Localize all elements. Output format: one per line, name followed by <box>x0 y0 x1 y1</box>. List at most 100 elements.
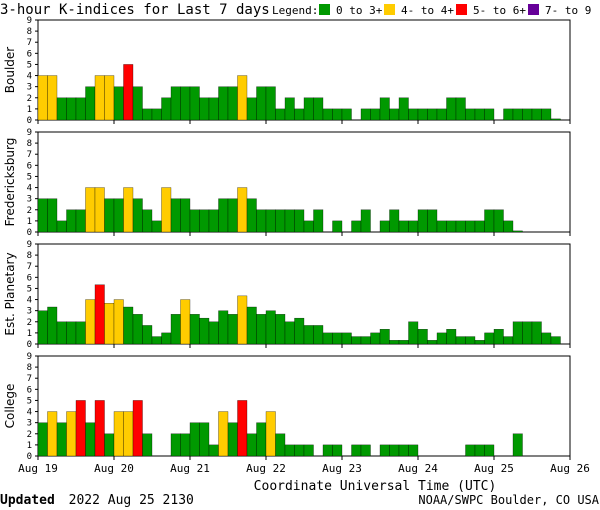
k-bar <box>417 108 428 121</box>
y-tick-label: 9 <box>27 352 32 362</box>
k-bar <box>94 284 105 345</box>
k-bar <box>332 332 343 345</box>
k-bar <box>37 310 48 345</box>
y-tick-label: 3 <box>27 419 32 429</box>
k-bar <box>351 444 362 457</box>
k-bar <box>360 209 371 233</box>
k-bar <box>265 209 276 233</box>
k-bar <box>237 75 248 121</box>
k-bar <box>284 97 295 121</box>
k-bar <box>389 209 400 233</box>
y-tick-label: 8 <box>27 27 32 37</box>
updated-value: 2022 Aug 25 2130 <box>69 493 194 508</box>
legend-item-4: 4- to 4+ <box>401 4 454 17</box>
k-bar <box>218 310 229 345</box>
y-tick-label: 3 <box>27 83 32 93</box>
k-bar <box>284 209 295 233</box>
y-tick-label: 1 <box>27 441 32 451</box>
legend-swatch-0-3 <box>319 4 330 15</box>
k-bar <box>170 433 181 457</box>
y-tick-label: 6 <box>27 273 32 283</box>
k-bar <box>132 198 143 233</box>
k-bar <box>47 198 58 233</box>
k-bar <box>503 220 514 233</box>
x-tick-label: Aug 25 <box>474 462 514 475</box>
k-bar <box>427 209 438 233</box>
k-bar <box>246 306 257 345</box>
k-bar <box>408 108 419 121</box>
k-bar <box>94 75 105 121</box>
legend-label: Legend: <box>272 4 318 17</box>
x-tick-label: Aug 20 <box>94 462 134 475</box>
k-bar <box>151 108 162 121</box>
panel-label: Fredericksburg <box>3 138 17 227</box>
y-tick-label: 2 <box>27 430 32 440</box>
updated-line: Updated 2022 Aug 25 2130 <box>0 493 194 508</box>
x-axis: Aug 19 Aug 20 Aug 21 Aug 22 Aug 23 Aug 24 Aug … <box>18 120 590 475</box>
k-bar <box>303 325 314 345</box>
k-bar <box>246 433 257 457</box>
k-bar <box>199 209 210 233</box>
k-bar <box>484 209 495 233</box>
k-bar <box>227 86 238 121</box>
k-bar <box>294 209 305 233</box>
k-bar <box>56 97 67 121</box>
legend-swatch-7-9 <box>528 4 539 15</box>
k-bar <box>256 314 267 345</box>
k-bar <box>161 187 172 233</box>
k-bar <box>113 299 124 345</box>
k-bar <box>189 422 200 457</box>
k-bar <box>294 444 305 457</box>
k-bar <box>541 108 552 121</box>
k-bar <box>474 220 485 233</box>
k-bar <box>275 108 286 121</box>
y-tick-label: 5 <box>27 284 32 294</box>
k-bar <box>66 209 77 233</box>
k-bar <box>85 299 96 345</box>
k-bar <box>379 444 390 457</box>
y-tick-label: 7 <box>27 262 32 272</box>
k-bar <box>94 400 105 457</box>
y-tick-label: 3 <box>27 195 32 205</box>
k-bar <box>246 198 257 233</box>
k-bar <box>37 198 48 233</box>
k-bar <box>436 220 447 233</box>
k-bar <box>85 187 96 233</box>
k-bar <box>237 295 248 345</box>
y-tick-label: 0 <box>27 452 32 462</box>
k-bar <box>237 400 248 457</box>
k-bar <box>199 422 210 457</box>
k-bar <box>161 97 172 121</box>
k-bar <box>379 329 390 345</box>
k-bar <box>66 97 77 121</box>
k-bar <box>474 108 485 121</box>
k-bar <box>199 97 210 121</box>
k-bar <box>37 422 48 457</box>
y-tick-label: 5 <box>27 172 32 182</box>
k-bar <box>189 314 200 345</box>
k-bar <box>275 314 286 345</box>
k-bar <box>94 187 105 233</box>
k-bar <box>151 220 162 233</box>
k-bar <box>227 314 238 345</box>
x-tick-label: Aug 26 <box>550 462 590 475</box>
k-bar <box>218 411 229 457</box>
k-bar <box>408 220 419 233</box>
y-tick-label: 6 <box>27 385 32 395</box>
updated-label: Updated <box>0 493 55 508</box>
k-bar <box>465 444 476 457</box>
y-tick-label: 0 <box>27 116 32 126</box>
legend-swatch-4 <box>384 4 395 15</box>
k-bar <box>389 108 400 121</box>
k-bar <box>170 86 181 121</box>
k-bar <box>360 336 371 345</box>
y-tick-label: 1 <box>27 217 32 227</box>
legend: Legend: 0 to 3+ 4- to 4+ 5- to 6+ 7- to … <box>272 4 591 17</box>
k-bar <box>294 317 305 345</box>
k-bar <box>370 108 381 121</box>
y-tick-label: 4 <box>27 72 32 82</box>
k-bar <box>512 321 523 345</box>
k-bar <box>265 411 276 457</box>
